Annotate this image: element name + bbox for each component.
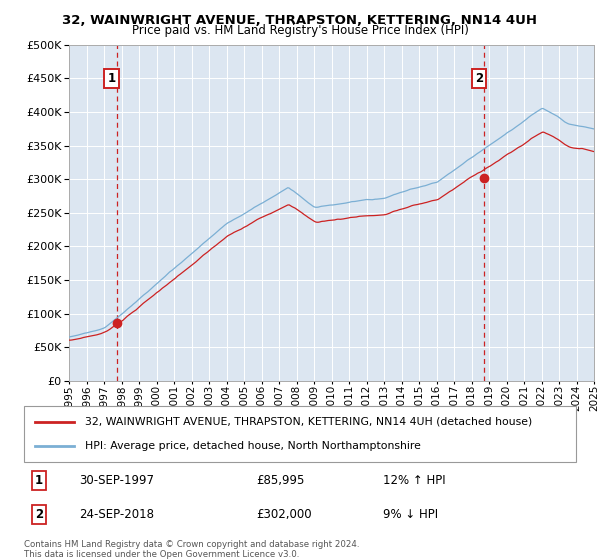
Text: 1: 1 — [35, 474, 43, 487]
Text: Contains HM Land Registry data © Crown copyright and database right 2024.
This d: Contains HM Land Registry data © Crown c… — [24, 540, 359, 559]
Text: 24-SEP-2018: 24-SEP-2018 — [79, 508, 154, 521]
Text: 32, WAINWRIGHT AVENUE, THRAPSTON, KETTERING, NN14 4UH (detached house): 32, WAINWRIGHT AVENUE, THRAPSTON, KETTER… — [85, 417, 532, 427]
Text: £85,995: £85,995 — [256, 474, 304, 487]
Text: 2: 2 — [475, 72, 483, 85]
Text: 12% ↑ HPI: 12% ↑ HPI — [383, 474, 445, 487]
Text: 9% ↓ HPI: 9% ↓ HPI — [383, 508, 438, 521]
FancyBboxPatch shape — [24, 406, 576, 462]
Text: Price paid vs. HM Land Registry's House Price Index (HPI): Price paid vs. HM Land Registry's House … — [131, 24, 469, 37]
Text: £302,000: £302,000 — [256, 508, 311, 521]
Text: 2: 2 — [35, 508, 43, 521]
Text: 1: 1 — [107, 72, 116, 85]
Text: HPI: Average price, detached house, North Northamptonshire: HPI: Average price, detached house, Nort… — [85, 441, 421, 451]
Text: 30-SEP-1997: 30-SEP-1997 — [79, 474, 154, 487]
Text: 32, WAINWRIGHT AVENUE, THRAPSTON, KETTERING, NN14 4UH: 32, WAINWRIGHT AVENUE, THRAPSTON, KETTER… — [62, 14, 538, 27]
